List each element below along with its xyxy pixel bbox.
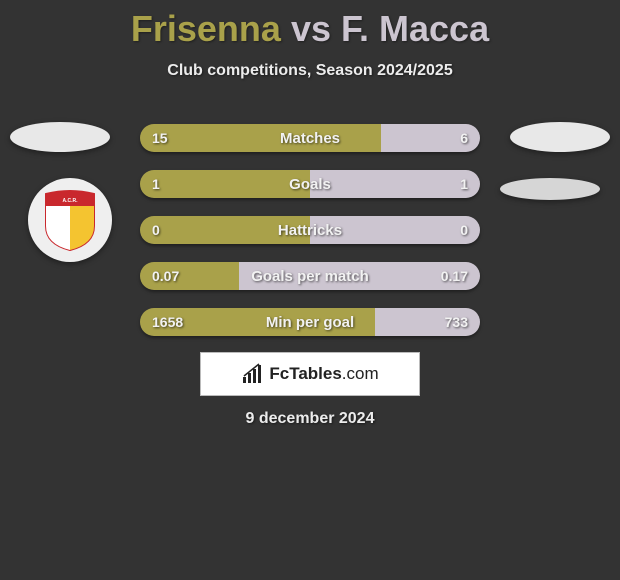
logo-text: FcTables.com (269, 364, 378, 384)
player2-placeholder-ellipse (510, 122, 610, 152)
stat-bar-right (239, 262, 480, 290)
player2-club-placeholder-ellipse (500, 178, 600, 200)
svg-text:A.C.R.: A.C.R. (63, 198, 79, 204)
stat-bar-left (140, 124, 381, 152)
stat-bar-left (140, 262, 239, 290)
stat-bar-right (381, 124, 480, 152)
stat-bar-right (310, 216, 480, 244)
logo-text-bold: FcTables (269, 364, 341, 383)
date-label: 9 december 2024 (0, 410, 620, 428)
vs-text: vs (291, 8, 331, 49)
player1-club-badge: A.C.R. (28, 178, 112, 262)
stat-bar-row: Matches156 (140, 124, 480, 152)
comparison-title: Frisenna vs F. Macca (0, 0, 620, 50)
stat-bar-row: Goals11 (140, 170, 480, 198)
stat-bar-row: Hattricks00 (140, 216, 480, 244)
stat-bar-left (140, 170, 310, 198)
messina-shield-icon: A.C.R. (42, 188, 98, 252)
subtitle: Club competitions, Season 2024/2025 (0, 62, 620, 80)
stat-bar-row: Min per goal1658733 (140, 308, 480, 336)
fctables-logo: FcTables.com (200, 352, 420, 396)
player1-placeholder-ellipse (10, 122, 110, 152)
stat-bar-left (140, 308, 375, 336)
stat-bars-container: Matches156 Goals11 Hattricks00 Goals per ma… (140, 124, 480, 354)
player2-name: F. Macca (341, 8, 489, 49)
stat-bar-left (140, 216, 310, 244)
stat-bar-right (310, 170, 480, 198)
bar-chart-icon (241, 363, 263, 385)
player1-name: Frisenna (131, 8, 281, 49)
stat-bar-row: Goals per match0.070.17 (140, 262, 480, 290)
stat-bar-right (375, 308, 480, 336)
logo-text-light: .com (342, 364, 379, 383)
